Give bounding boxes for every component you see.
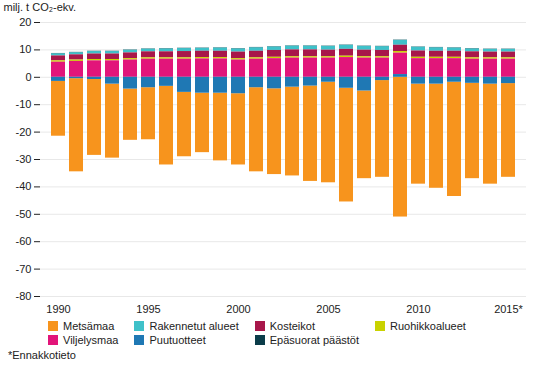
svg-text:0: 0 (25, 71, 31, 83)
svg-text:20: 20 (19, 16, 31, 28)
html-text:Epäsuorat päästöt: Epäsuorat päästöt (269, 334, 359, 346)
html-text:*Ennakkotieto: *Ennakkotieto (8, 349, 76, 361)
svg-text:-20: -20 (16, 126, 32, 138)
html-text:Kosteikot: Kosteikot (269, 320, 315, 332)
svg-text:2005: 2005 (316, 303, 340, 315)
svg-text:-60: -60 (16, 235, 32, 247)
svg-text:2015*: 2015* (494, 303, 523, 315)
svg-text:-50: -50 (16, 208, 32, 220)
svg-text:-40: -40 (16, 180, 32, 192)
html-text:Viljelysmaa: Viljelysmaa (63, 334, 119, 346)
svg-text:-30: -30 (16, 153, 32, 165)
svg-text:milj. t CO₂-ekv.: milj. t CO₂-ekv. (4, 1, 77, 13)
html-text:Metsämaa: Metsämaa (63, 320, 115, 332)
svg-text:-10: -10 (16, 98, 32, 110)
html-text:Rakennetut alueet: Rakennetut alueet (149, 320, 239, 332)
svg-text:1990: 1990 (46, 303, 70, 315)
svg-text:10: 10 (19, 43, 31, 55)
svg-text:2010: 2010 (406, 303, 430, 315)
html-text:Puutuotteet: Puutuotteet (149, 334, 206, 346)
svg-text:-80: -80 (16, 290, 32, 302)
svg-text:2000: 2000 (226, 303, 250, 315)
svg-text:-70: -70 (16, 263, 32, 275)
svg-text:1995: 1995 (136, 303, 160, 315)
html-text:Ruohikkoalueet: Ruohikkoalueet (390, 320, 466, 332)
